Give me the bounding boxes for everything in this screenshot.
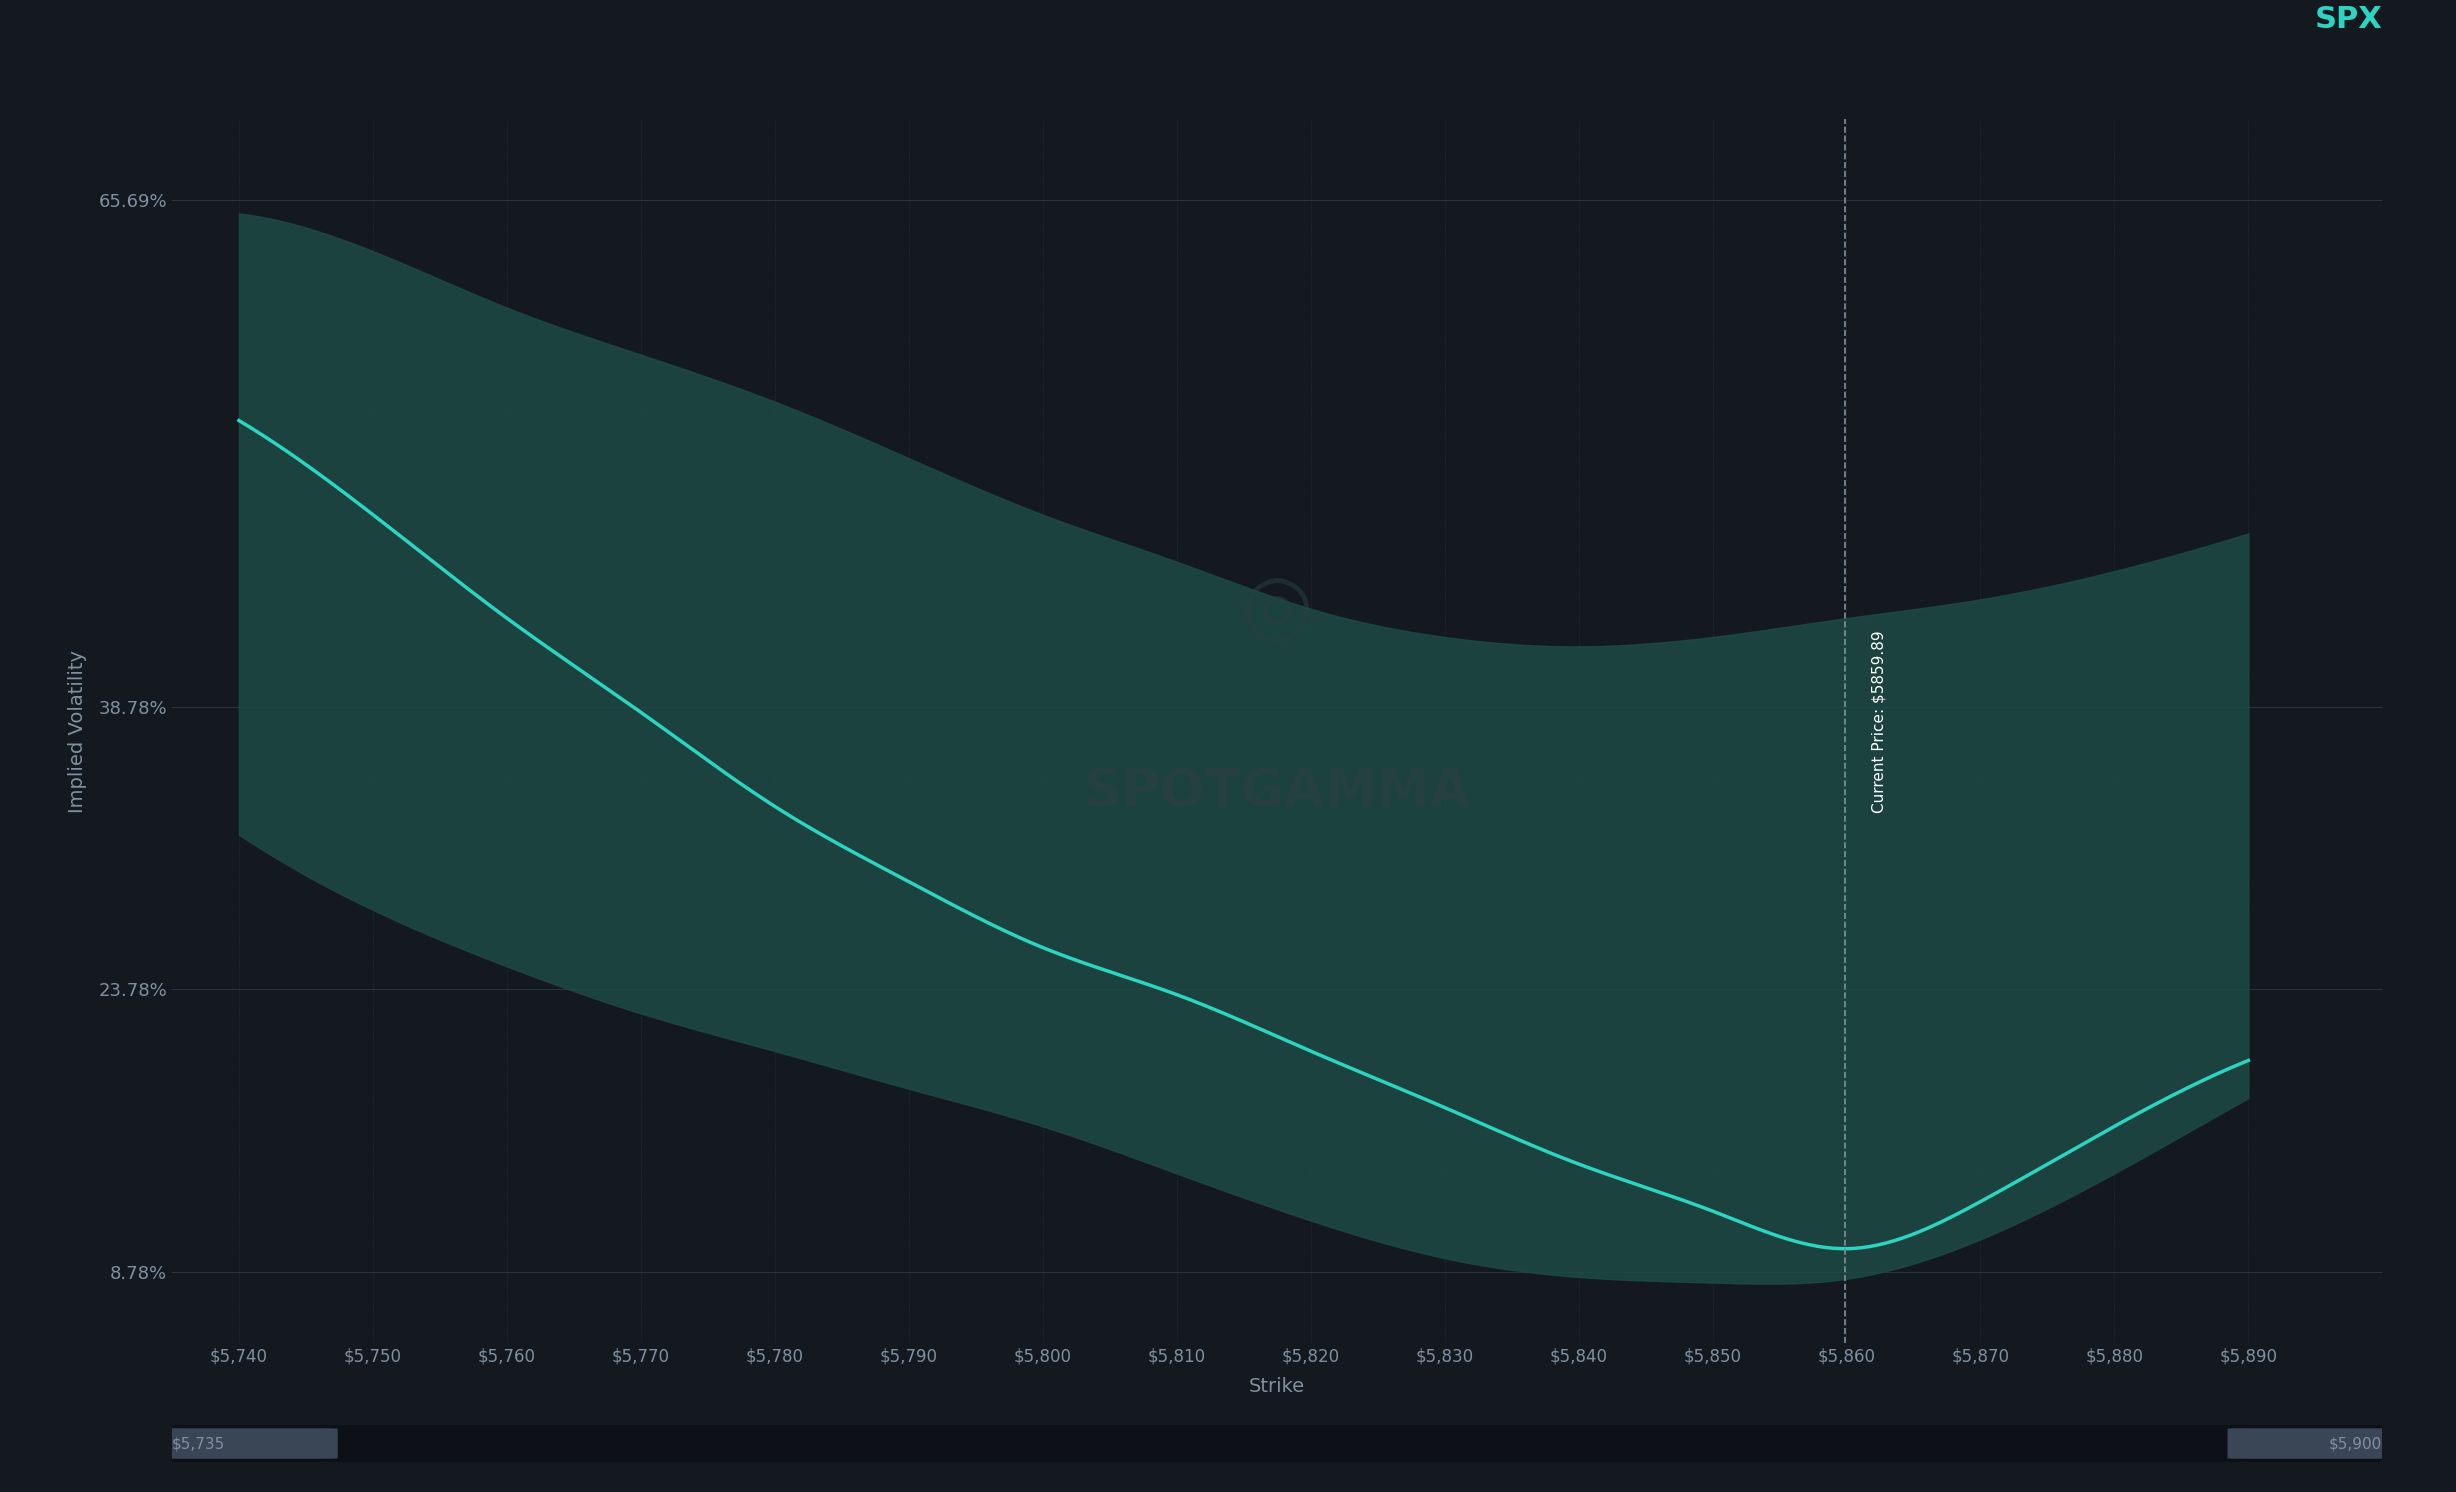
Y-axis label: Implied Volatility: Implied Volatility: [69, 649, 88, 813]
Text: $5,900: $5,900: [2328, 1435, 2382, 1452]
Text: $5,735: $5,735: [172, 1435, 226, 1452]
Text: Current Price: $5859.89: Current Price: $5859.89: [1871, 630, 1886, 813]
X-axis label: Strike: Strike: [1250, 1377, 1304, 1397]
Text: SPOTGAMMA: SPOTGAMMA: [1083, 767, 1471, 818]
Legend: : [1270, 43, 1284, 57]
FancyBboxPatch shape: [2228, 1428, 2392, 1459]
Text: SPX: SPX: [2314, 4, 2382, 34]
FancyBboxPatch shape: [162, 1428, 339, 1459]
Text: ◎: ◎: [1240, 568, 1314, 649]
